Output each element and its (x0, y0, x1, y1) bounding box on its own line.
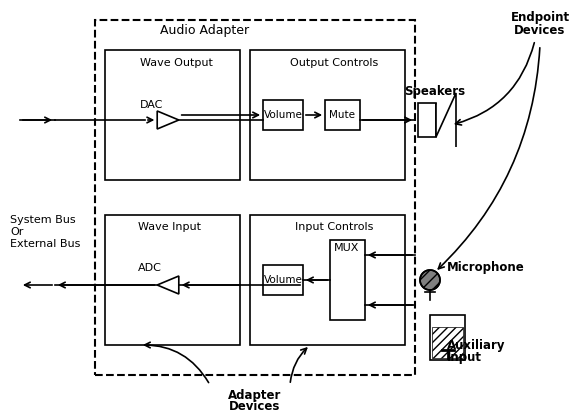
Text: Auxiliary: Auxiliary (447, 339, 505, 352)
FancyBboxPatch shape (105, 215, 240, 345)
Text: Endpoint: Endpoint (511, 12, 570, 25)
FancyBboxPatch shape (105, 50, 240, 180)
Polygon shape (157, 276, 179, 294)
Text: Adapter: Adapter (229, 389, 282, 401)
Text: Audio Adapter: Audio Adapter (160, 24, 249, 37)
Text: Wave Output: Wave Output (140, 58, 213, 68)
FancyBboxPatch shape (263, 100, 303, 130)
FancyBboxPatch shape (330, 240, 365, 320)
Text: MUX: MUX (334, 243, 360, 253)
Text: Microphone: Microphone (447, 262, 525, 275)
Text: System Bus: System Bus (10, 215, 76, 225)
Text: Volume: Volume (264, 275, 303, 285)
Polygon shape (436, 93, 456, 147)
Text: Volume: Volume (264, 110, 303, 120)
Text: ADC: ADC (138, 263, 162, 273)
FancyBboxPatch shape (95, 20, 415, 375)
Text: Input Controls: Input Controls (295, 222, 373, 232)
FancyBboxPatch shape (250, 50, 405, 180)
Text: Wave Input: Wave Input (138, 222, 201, 232)
Polygon shape (157, 111, 179, 129)
FancyBboxPatch shape (263, 265, 303, 295)
Text: Mute: Mute (329, 110, 355, 120)
Text: Output Controls: Output Controls (290, 58, 378, 68)
Text: Input: Input (447, 351, 482, 364)
Text: Devices: Devices (514, 23, 566, 37)
FancyBboxPatch shape (325, 100, 360, 130)
Text: DAC: DAC (141, 100, 164, 110)
FancyBboxPatch shape (430, 315, 465, 360)
Text: Or: Or (10, 227, 23, 237)
FancyBboxPatch shape (418, 103, 436, 137)
Circle shape (420, 270, 440, 290)
Text: Devices: Devices (229, 399, 280, 413)
Text: Speakers: Speakers (405, 86, 466, 99)
FancyBboxPatch shape (250, 215, 405, 345)
Text: External Bus: External Bus (10, 239, 80, 249)
